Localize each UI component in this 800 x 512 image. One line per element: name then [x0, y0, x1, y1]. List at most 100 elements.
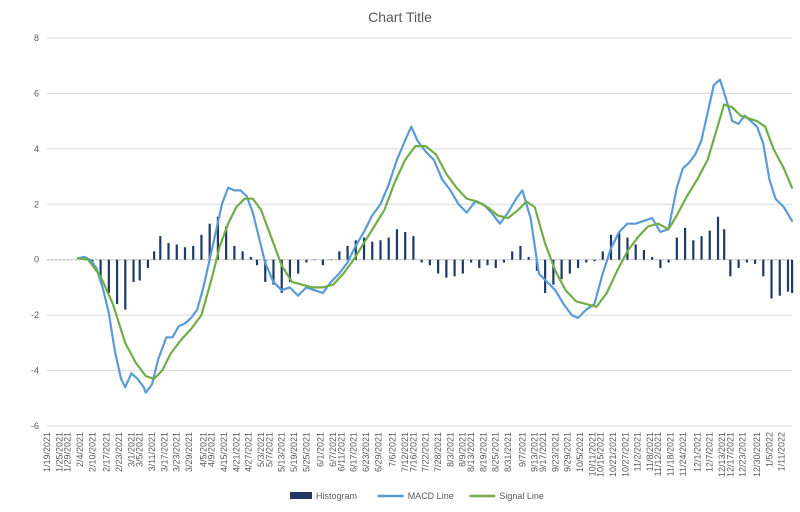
x-tick-label: 9/13/2021: [530, 432, 540, 472]
histogram-bar: [321, 259, 324, 266]
x-tick-label: 4/21/2021: [231, 432, 241, 472]
y-tick-label: -6: [31, 421, 39, 431]
x-tick-label: 7/6/2021: [388, 432, 398, 467]
histogram-bar: [208, 223, 211, 260]
histogram-bar: [138, 259, 141, 281]
x-tick-label: 5/19/2021: [289, 432, 299, 472]
x-tick-label: 4/9/2021: [207, 432, 217, 467]
x-tick-label: 9/23/2021: [550, 432, 560, 472]
histogram-bar: [453, 259, 456, 277]
histogram-bar: [700, 236, 703, 260]
histogram-bar: [175, 244, 178, 260]
x-tick-label: 7/12/2021: [400, 432, 410, 472]
histogram-bar: [737, 259, 740, 269]
histogram-bar: [494, 259, 497, 269]
x-tick-label: 10/5/2021: [575, 432, 585, 472]
histogram-bar: [634, 244, 637, 260]
histogram-bar: [395, 229, 399, 260]
x-tick-label: 7/16/2021: [408, 432, 418, 472]
x-tick-label: 12/1/2021: [692, 432, 702, 472]
x-tick-label: 11/18/2021: [666, 432, 676, 476]
histogram-bar: [288, 259, 292, 282]
histogram-bar: [723, 229, 726, 260]
x-tick-label: 9/17/2021: [538, 432, 548, 472]
x-tick-label: 5/3/2021: [256, 432, 266, 467]
histogram-bar: [404, 232, 407, 260]
histogram-bar: [667, 259, 670, 263]
histogram-bar: [264, 259, 267, 282]
histogram-bar: [729, 259, 732, 277]
x-tick-label: 4/5/2021: [198, 432, 208, 467]
histogram-bar: [313, 259, 316, 261]
histogram-bar: [159, 236, 162, 260]
x-tick-label: 8/25/2021: [491, 432, 501, 472]
histogram-bars: [80, 216, 794, 310]
legend-label: Histogram: [316, 491, 357, 501]
x-tick-label: 12/23/2021: [738, 432, 748, 477]
histogram-bar: [585, 259, 588, 263]
y-tick-label: -4: [31, 366, 39, 376]
x-tick-label: 6/29/2021: [373, 432, 383, 472]
x-tick-label: 5/25/2021: [301, 432, 311, 472]
histogram-bar: [132, 259, 135, 282]
legend-item-signal-line: Signal Line: [469, 491, 544, 501]
histogram-bar: [445, 259, 448, 278]
x-tick-label: 5/7/2021: [264, 432, 274, 467]
histogram-bar: [362, 237, 366, 260]
histogram-bar: [297, 259, 300, 274]
macd-line-series: [76, 78, 794, 394]
histogram-bar: [745, 259, 748, 263]
histogram-bar: [354, 240, 357, 260]
histogram-bar: [770, 259, 773, 299]
histogram-bar: [255, 259, 259, 266]
histogram-bar: [241, 251, 244, 260]
histogram-bar: [192, 245, 195, 260]
histogram-bar: [762, 259, 765, 277]
histogram-bar: [683, 227, 687, 260]
y-tick-label: 0: [34, 255, 39, 265]
x-tick-label: 8/13/2021: [466, 432, 476, 472]
x-tick-label: 8/31/2021: [503, 432, 513, 472]
histogram-bar: [225, 226, 228, 260]
histogram-bar: [387, 237, 390, 260]
x-tick-label: 5/13/2021: [277, 432, 287, 472]
x-tick-label: 3/5/2021: [135, 432, 145, 467]
x-tick-label: 2/17/2021: [102, 432, 112, 472]
histogram-bar: [753, 259, 757, 264]
x-tick-label: 12/7/2021: [705, 432, 715, 472]
x-tick-label: 6/23/2021: [361, 432, 371, 472]
y-tick-label: 2: [34, 199, 39, 209]
x-tick-label: 3/1/2021: [126, 432, 136, 467]
histogram-bar: [233, 245, 236, 260]
y-tick-label: -2: [31, 310, 39, 320]
x-tick-label: 10/27/2021: [620, 432, 630, 477]
histogram-bar: [568, 259, 571, 274]
gridlines: [47, 37, 792, 427]
histogram-bar: [346, 245, 349, 260]
y-tick-label: 8: [34, 33, 39, 43]
x-tick-label: 10/15/2021: [596, 432, 606, 477]
x-tick-label: 11/24/2021: [678, 432, 688, 476]
signal-line-series: [76, 103, 794, 380]
histogram-bar: [420, 259, 423, 263]
histogram-bar: [146, 259, 150, 269]
histogram-bar: [478, 259, 481, 269]
histogram-bar: [778, 259, 781, 296]
histogram-bar: [216, 216, 220, 260]
x-tick-label: 3/11/2021: [147, 432, 157, 471]
histogram-bar: [552, 259, 555, 285]
legend-item-histogram: Histogram: [290, 491, 357, 501]
x-tick-label: 7/22/2021: [421, 432, 431, 472]
histogram-bar: [437, 259, 440, 274]
x-tick-label: 3/17/2021: [159, 432, 169, 472]
histogram-bar: [124, 259, 127, 310]
histogram-bar: [511, 251, 514, 260]
x-tick-label: 8/19/2021: [478, 432, 488, 472]
histogram-bar: [167, 243, 170, 260]
x-tick-label: 7/28/2021: [433, 432, 443, 472]
histogram-bar: [305, 259, 308, 263]
histogram-bar: [618, 232, 621, 260]
histogram-bar: [716, 216, 720, 260]
legend-label: Signal Line: [499, 491, 544, 501]
